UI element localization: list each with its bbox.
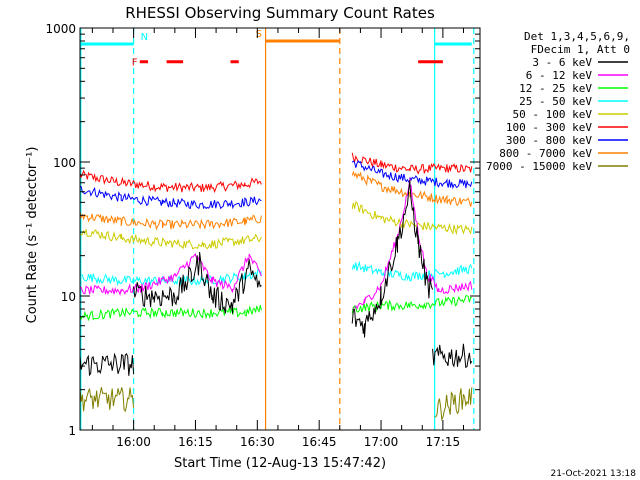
flag-label-f: F <box>132 58 138 69</box>
series-line-6-12-kev-seg1 <box>351 178 473 311</box>
legend-entry-label: 100 - 300 keV <box>506 121 592 134</box>
series-line-50-100-kev-seg0 <box>79 229 262 250</box>
series-line-7000-15000-kev-seg1 <box>434 387 473 422</box>
series-line-800-7000-kev-seg0 <box>79 211 262 231</box>
legend-entry-label: 12 - 25 keV <box>519 82 592 95</box>
legend-entry-label: 50 - 100 keV <box>513 108 593 121</box>
legend-entry-label: 6 - 12 keV <box>526 69 593 82</box>
x-tick-label: 16:15 <box>178 435 213 449</box>
x-axis-label: Start Time (12-Aug-13 15:47:42) <box>174 456 386 471</box>
x-tick-label: 16:00 <box>116 435 151 449</box>
legend: Det 1,3,4,5,6,9,FDecim 1, Att 03 - 6 keV… <box>486 30 630 173</box>
chart-title: RHESSI Observing Summary Count Rates <box>125 4 435 22</box>
legend-header-line: FDecim 1, Att 0 <box>531 43 630 56</box>
x-tick-label: 17:15 <box>426 435 461 449</box>
flag-label-s: S <box>256 29 262 40</box>
series-line-3-6-kev-seg3 <box>432 343 473 369</box>
series-line-300-800-kev-seg1 <box>351 159 473 190</box>
plot-layer: N F S <box>79 28 475 430</box>
series-line-7000-15000-kev-seg0 <box>79 387 135 413</box>
footer-timestamp: 21-Oct-2021 13:18 <box>551 469 637 479</box>
x-tick-label: 16:30 <box>240 435 275 449</box>
y-tick-label: 1000 <box>45 22 76 36</box>
series-line-3-6-kev-seg2 <box>351 180 434 338</box>
y-tick-label: 1 <box>68 424 76 438</box>
x-tick-label: 16:45 <box>302 435 337 449</box>
series-line-12-25-kev-seg1 <box>351 295 472 314</box>
series-line-300-800-kev-seg0 <box>79 185 262 210</box>
axes-layer: 1 10 100 1000 16:00 16:15 16:30 16:45 17:00 17:15 <box>45 22 480 449</box>
y-tick-label: 100 <box>53 156 76 170</box>
series-line-3-6-kev-seg1 <box>133 251 262 314</box>
series-line-3-6-kev-seg0 <box>79 352 135 377</box>
series-line-100-300-kev-seg1 <box>351 152 473 175</box>
series-line-6-12-kev-seg0 <box>79 252 262 296</box>
legend-header-line: Det 1,3,4,5,6,9, <box>524 30 630 43</box>
series-line-50-100-kev-seg1 <box>351 201 473 236</box>
legend-entry-label: 7000 - 15000 keV <box>486 160 592 173</box>
legend-entry-label: 3 - 6 keV <box>532 56 592 69</box>
flag-label-n: N <box>141 32 148 43</box>
y-axis-label: Count Rate (s⁻¹ detector⁻¹) <box>25 147 40 324</box>
series-line-100-300-kev-seg0 <box>79 169 262 194</box>
legend-entry-label: 25 - 50 keV <box>519 95 592 108</box>
x-tick-label: 17:00 <box>364 435 399 449</box>
series-line-25-50-kev-seg1 <box>351 260 473 282</box>
y-tick-label: 10 <box>61 290 76 304</box>
plot-frame <box>79 27 481 431</box>
legend-entry-label: 300 - 800 keV <box>506 134 592 147</box>
legend-entry-label: 800 - 7000 keV <box>499 147 592 160</box>
